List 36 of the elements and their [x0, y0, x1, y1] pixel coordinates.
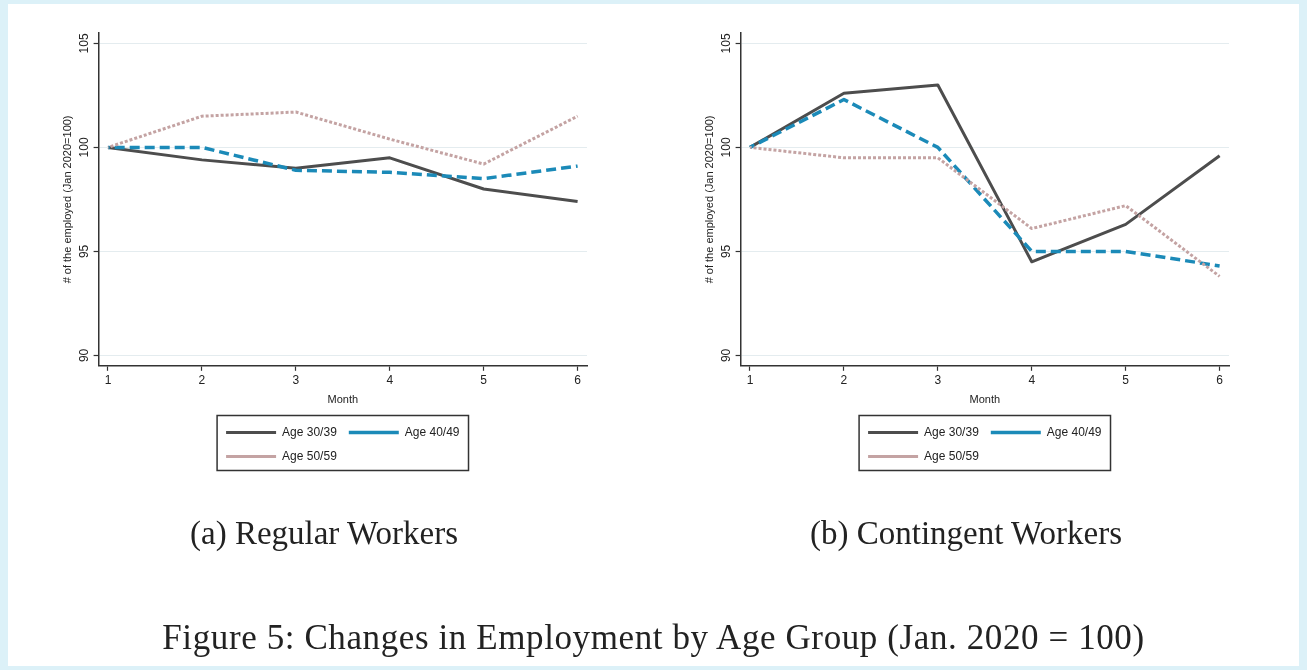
x-tick-label: 1	[746, 373, 754, 388]
x-tick-label: 4	[1028, 373, 1036, 388]
y-tick-label: 95	[76, 244, 91, 259]
y-tick-label: 105	[76, 33, 91, 54]
x-tick-label: 6	[1216, 373, 1224, 388]
y-axis-title: # of the employed (Jan 2020=100)	[60, 115, 73, 284]
y-tick-label: 100	[76, 137, 91, 158]
text: (a) Regular Workers	[190, 514, 458, 552]
x-tick-label: 2	[840, 373, 848, 388]
legend-label: Age 40/49	[1046, 424, 1102, 439]
x-tick-label: 4	[386, 373, 394, 388]
line-series	[748, 145, 1222, 278]
legend-label: Age 50/59	[924, 448, 980, 463]
legend-label: Age 30/39	[924, 424, 980, 439]
x-tick-label: 1	[104, 373, 112, 388]
x-tick-label: 3	[934, 373, 942, 388]
legend-label: Age 40/49	[404, 424, 460, 439]
legend-label: Age 30/39	[282, 424, 338, 439]
x-axis-title: Month	[327, 392, 359, 405]
x-tick-label: 3	[292, 373, 300, 388]
line-series	[106, 145, 580, 181]
text: (b) Contingent Workers	[809, 514, 1123, 552]
y-tick-label: 90	[76, 348, 91, 363]
y-tick-label: 95	[718, 244, 733, 259]
y-tick-label: 90	[718, 348, 733, 363]
legend-label: Age 50/59	[282, 448, 338, 463]
y-tick-label: 105	[718, 33, 733, 54]
x-tick-label: 5	[480, 373, 488, 388]
x-tick-label: 5	[1122, 373, 1130, 388]
x-tick-label: 2	[198, 373, 206, 388]
line-series	[106, 110, 580, 166]
x-axis-title: Month	[969, 392, 1001, 405]
y-axis-title: # of the employed (Jan 2020=100)	[702, 115, 715, 284]
y-tick-label: 100	[718, 137, 733, 158]
x-tick-label: 6	[574, 373, 582, 388]
caption: Figure 5: Changes in Employment by Age Group (Jan. 2020 = 100)	[161, 618, 1146, 658]
